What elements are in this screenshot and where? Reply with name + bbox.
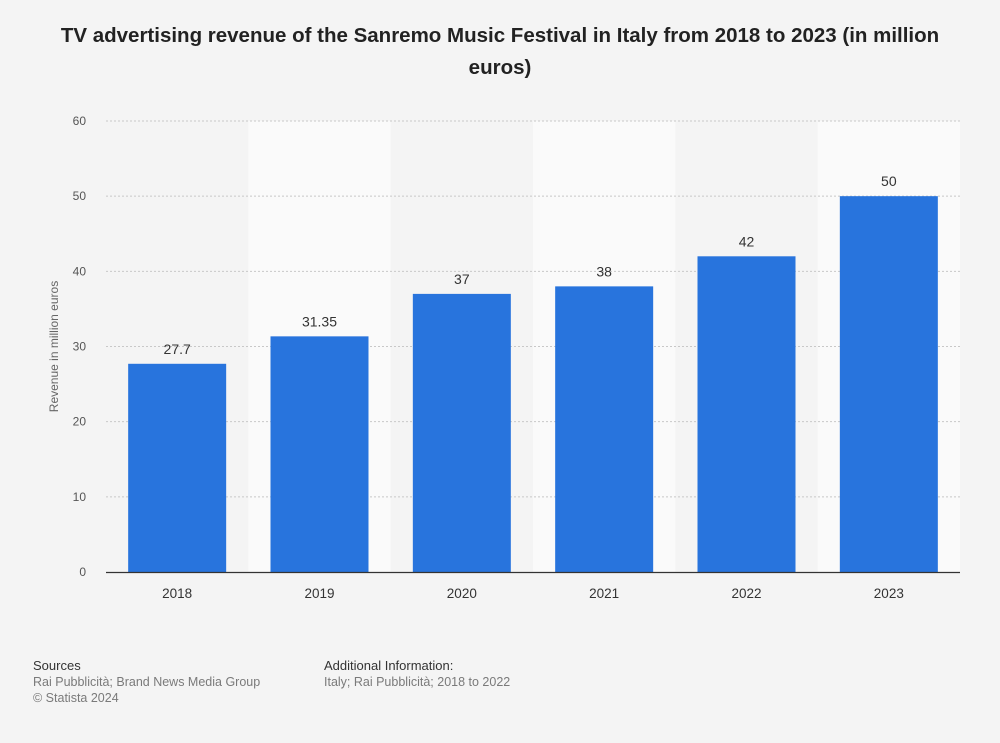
additional-info-line: Italy; Rai Pubblicità; 2018 to 2022 [324, 675, 511, 689]
bar [128, 363, 227, 572]
y-axis-label: Revenue in million euros [47, 281, 61, 412]
additional-info-block: Additional Information: Italy; Rai Pubbl… [324, 658, 510, 690]
x-tick-label: 2019 [304, 586, 334, 601]
chart-title: TV advertising revenue of the Sanremo Mu… [60, 24, 940, 79]
value-label: 38 [596, 263, 612, 279]
value-label: 31.35 [302, 313, 337, 329]
bar [697, 256, 796, 572]
y-tick-label: 50 [73, 189, 87, 203]
additional-info-heading: Additional Information: [324, 658, 454, 673]
sources-line-2: © Statista 2024 [33, 691, 119, 705]
value-label: 50 [881, 173, 897, 189]
bar [555, 286, 654, 572]
x-tick-label: 2018 [162, 586, 192, 601]
y-tick-label: 40 [73, 264, 87, 278]
x-tick-label: 2023 [874, 586, 904, 601]
x-tick-label: 2021 [589, 586, 619, 601]
y-tick-label: 60 [73, 114, 87, 128]
bar-chart: 0 10 20 30 40 50 60 27.7 2018 31.35 2019 37 2020 38 20… [47, 114, 960, 601]
bar [839, 196, 938, 572]
y-tick-label: 20 [73, 415, 87, 429]
value-label: 37 [454, 271, 470, 287]
y-tick-label: 0 [79, 565, 86, 579]
y-tick-label: 30 [73, 340, 87, 354]
bar [270, 336, 369, 572]
y-tick-label: 10 [73, 490, 87, 504]
value-label: 42 [739, 233, 755, 249]
x-tick-label: 2022 [731, 586, 761, 601]
x-tick-label: 2020 [447, 586, 477, 601]
value-label: 27.7 [164, 341, 191, 357]
sources-line-1: Rai Pubblicità; Brand News Media Group [33, 675, 261, 689]
sources-heading: Sources [33, 658, 81, 673]
sources-block: Sources Rai Pubblicità; Brand News Media… [33, 658, 260, 706]
bar [412, 293, 511, 572]
